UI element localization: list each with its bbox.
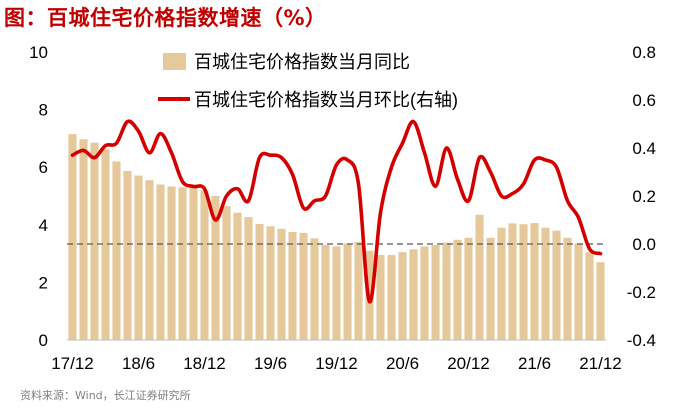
left-axis-ticks: 0 2 4 6 8 10 [29,43,48,350]
left-axis-tick-label: 10 [29,43,48,62]
x-axis-tick-label: 18/12 [183,354,226,373]
bar [222,206,231,340]
bar [178,187,187,340]
x-axis-ticks: 17/12 18/6 18/12 19/6 19/12 20/6 20/12 21/6 21/1… [51,354,622,373]
bar [464,237,473,340]
right-axis-tick-label: 0.0 [632,235,656,254]
bar [475,214,484,340]
bar [596,262,605,340]
bar [310,238,319,340]
x-axis-tick-label: 21/6 [518,354,551,373]
bar [376,255,385,340]
left-axis-tick-label: 0 [39,331,48,350]
legend: 百城住宅价格指数当月同比 百城住宅价格指数当月环比(右轴) [158,52,458,110]
bar [409,249,418,340]
bar [189,185,198,340]
bar [398,252,407,340]
right-axis-tick-label: 0.6 [632,91,656,110]
source-note: 资料来源：Wind，长江证券研究所 [20,389,191,402]
x-axis-tick-label: 18/6 [122,354,155,373]
bar [90,142,99,340]
right-axis-tick-label: -0.4 [627,331,656,350]
bar [508,223,517,340]
x-axis-tick-label: 17/12 [51,354,94,373]
bar [266,226,275,340]
bar [343,243,352,340]
bar [288,232,297,340]
right-axis-tick-label: -0.2 [627,283,656,302]
bar [442,242,451,340]
bar [585,252,594,340]
x-axis-tick-label: 20/6 [386,354,419,373]
line-series [70,119,603,304]
bar [211,196,220,340]
bar [387,255,396,340]
bar [299,232,308,340]
bar [354,242,363,340]
bar [541,227,550,340]
bar [134,175,143,340]
right-axis-tick-label: 0.8 [632,43,656,62]
right-axis-tick-label: 0.2 [632,187,656,206]
bar [244,217,253,340]
legend-label-bar: 百城住宅价格指数当月同比 [194,52,410,72]
bar [519,224,528,340]
bar [486,237,495,340]
left-axis-tick-label: 2 [39,273,48,292]
bar [453,239,462,340]
bar [563,237,572,340]
bar [321,244,330,340]
right-axis-ticks: -0.4 -0.2 0.0 0.2 0.4 0.6 0.8 [627,43,656,350]
bar [79,139,88,340]
left-axis-tick-label: 6 [39,158,48,177]
bar [156,184,165,340]
right-axis-tick-label: 0.4 [632,139,656,158]
bar [68,134,77,340]
bar [255,223,264,340]
bar [574,243,583,340]
x-axis-tick-label: 19/6 [254,354,287,373]
bar [552,230,561,340]
bar [420,246,429,340]
left-axis-tick-label: 8 [39,101,48,120]
x-axis-tick-label: 20/12 [447,354,490,373]
bar [145,180,154,340]
legend-swatch-bar [163,53,186,70]
bar [233,212,242,340]
bar [530,223,539,340]
x-axis-tick-label: 21/12 [579,354,622,373]
bar [200,190,209,340]
bars [68,134,605,340]
chart-title: 图：百城住宅价格指数增速（%） [4,6,327,30]
x-axis-tick-label: 19/12 [315,354,358,373]
bar [332,246,341,340]
left-axis-tick-label: 4 [39,216,48,235]
legend-label-line: 百城住宅价格指数当月环比(右轴) [194,90,458,110]
bar [123,170,132,340]
bar [167,186,176,340]
bar [101,149,110,340]
bar [431,244,440,340]
bar [277,228,286,340]
bar [112,161,121,340]
bar [497,227,506,340]
